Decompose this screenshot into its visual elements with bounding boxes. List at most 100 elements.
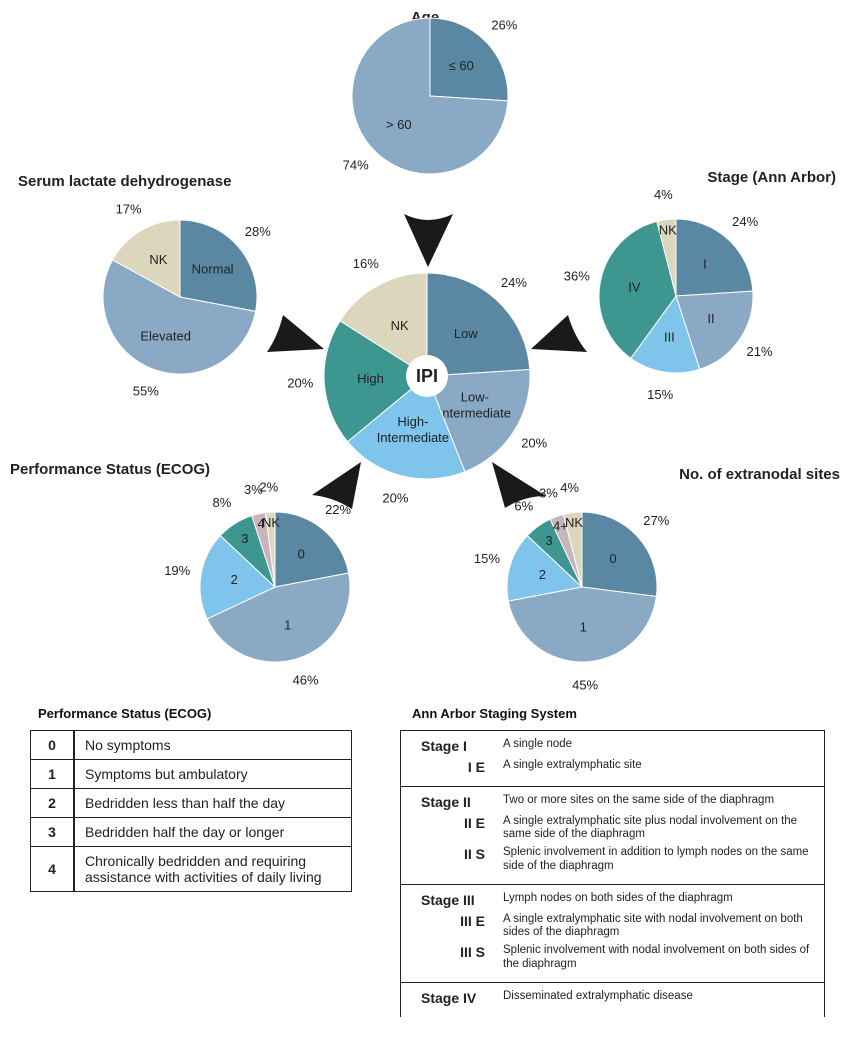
center-hole xyxy=(406,355,448,397)
pie-slice xyxy=(351,17,509,175)
pie-slice xyxy=(426,272,531,377)
value-label: 3% xyxy=(539,485,558,500)
pie-slice xyxy=(274,511,350,588)
grade: 2 xyxy=(30,788,75,818)
arrow xyxy=(267,315,324,352)
value-label: 55% xyxy=(133,383,159,398)
value-label: 24% xyxy=(501,275,527,290)
value-label: 2% xyxy=(259,480,278,495)
value-label: 19% xyxy=(164,563,190,578)
description: Symptoms but ambulatory xyxy=(73,759,352,789)
description: Chronically bedridden and requiring assi… xyxy=(73,846,352,892)
arrow xyxy=(492,462,546,508)
table-row: 3 Bedridden half the day or longer xyxy=(30,817,352,847)
slice-label: Elevated xyxy=(140,328,191,343)
table-row: III E A single extralymphatic site with n… xyxy=(401,913,824,939)
stage-group: Stage II Two or more sites on the same si… xyxy=(401,787,824,885)
ps-table: 0 No symptoms 1 Symptoms but ambulatory 2 Bed… xyxy=(30,730,352,892)
table-row: Stage IV Disseminated extralymphatic dise… xyxy=(401,990,824,1006)
description: A single extralymphatic site with nodal … xyxy=(503,912,803,939)
grade: 1 xyxy=(30,759,75,789)
slice-label: 2 xyxy=(231,572,238,587)
table-row: I E A single extralymphatic site xyxy=(401,759,824,775)
table-row: III S Splenic involvement with nodal invo… xyxy=(401,944,824,970)
table-row: 1 Symptoms but ambulatory xyxy=(30,759,352,789)
slice-label: NK xyxy=(391,318,409,333)
description: A single node xyxy=(503,738,573,750)
slice-label: High xyxy=(357,371,384,386)
slice-label: 4 xyxy=(257,516,264,531)
table-row: 0 No symptoms xyxy=(30,730,352,760)
table-row: II E A single extralymphatic site plus no… xyxy=(401,815,824,841)
pie-slice xyxy=(199,534,276,620)
grade: 4 xyxy=(30,846,75,892)
slice-label: NK xyxy=(149,252,167,267)
stage-label: I E xyxy=(467,759,485,775)
chart-title: Stage (Ann Arbor) xyxy=(707,169,836,186)
aa-table-title: Ann Arbor Staging System xyxy=(412,706,577,721)
description: Splenic involvement in addition to lymph… xyxy=(503,846,809,872)
value-label: 26% xyxy=(491,18,517,33)
slice-label: 1 xyxy=(580,620,587,635)
slice-label: > 60 xyxy=(386,117,412,132)
value-label: 4% xyxy=(560,480,579,495)
slice-label: NK xyxy=(565,515,583,530)
pie-slice xyxy=(429,17,509,102)
value-label: 20% xyxy=(382,490,408,505)
pie-slice xyxy=(265,511,276,588)
description: No symptoms xyxy=(73,730,352,760)
slice-label: 2 xyxy=(539,567,546,582)
slice-label: I xyxy=(703,257,707,272)
value-label: 45% xyxy=(572,677,598,692)
slice-label: 4+ xyxy=(553,518,568,533)
slice-label: ≤ 60 xyxy=(449,58,474,73)
value-label: 27% xyxy=(643,513,669,528)
pie-slice xyxy=(339,272,428,377)
table-row: Stage II Two or more sites on the same si… xyxy=(401,794,824,810)
slice-label: 3 xyxy=(545,533,552,548)
pie-slice xyxy=(206,572,351,663)
arrow xyxy=(404,214,453,267)
pie-slice xyxy=(179,219,258,313)
value-label: 21% xyxy=(747,344,773,359)
value-label: 17% xyxy=(116,202,142,217)
arrow xyxy=(312,462,361,509)
aa-table: Stage I A single node I E A single extralym… xyxy=(400,730,825,1017)
value-label: 15% xyxy=(474,551,500,566)
stage-label: II E xyxy=(463,815,485,831)
center-label: IPI xyxy=(416,366,438,386)
arrow xyxy=(531,315,587,352)
value-label: 20% xyxy=(287,375,313,390)
value-label: 22% xyxy=(325,502,351,517)
value-label: 6% xyxy=(514,498,533,513)
value-label: 4% xyxy=(654,187,673,202)
slice-label: Low xyxy=(454,326,478,341)
stage-group: Stage III Lymph nodes on both sides of th… xyxy=(401,885,824,983)
stage-group: Stage IV Disseminated extralymphatic dise… xyxy=(401,983,824,1017)
value-label: 16% xyxy=(353,256,379,271)
stage-label: Stage III xyxy=(421,891,475,908)
table-row: 2 Bedridden less than half the day xyxy=(30,788,352,818)
pie-slice xyxy=(426,369,531,473)
stage-group: Stage I A single node I E A single extralym… xyxy=(401,731,824,787)
slice-label: High-Intermediate xyxy=(377,414,449,445)
table-row: Stage III Lymph nodes on both sides of th… xyxy=(401,892,824,908)
value-label: 8% xyxy=(213,495,232,510)
description: Disseminated extralymphatic disease xyxy=(503,989,693,1002)
ps-table-title: Performance Status (ECOG) xyxy=(38,706,212,721)
value-label: 74% xyxy=(343,157,369,172)
pie-slice xyxy=(675,290,754,370)
stage-label: Stage II xyxy=(421,794,471,810)
slice-label: II xyxy=(707,311,714,326)
description: Lymph nodes on both sides of the diaphra… xyxy=(503,891,733,904)
stage-label: III S xyxy=(460,944,485,961)
pie-slice xyxy=(111,219,181,298)
pie-slice xyxy=(346,375,466,480)
chart-title: Performance Status (ECOG) xyxy=(10,461,210,478)
description: Two or more sites on the same side of th… xyxy=(503,794,775,806)
pie-slice xyxy=(507,586,657,663)
pie-slice xyxy=(506,534,584,602)
value-label: 20% xyxy=(521,435,547,450)
slice-label: III xyxy=(664,329,675,344)
